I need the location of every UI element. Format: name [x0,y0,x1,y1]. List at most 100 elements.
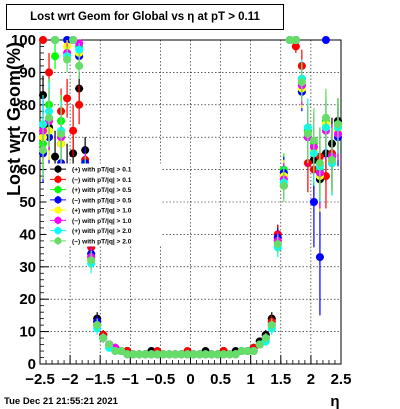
data-point [273,240,282,249]
data-point [303,129,312,138]
x-tick-label: 1 [247,371,255,388]
data-point [45,68,54,77]
y-tick-label: 10 [19,324,36,341]
legend-label: (−) with pT/|q| > 0.5 [72,197,132,204]
legend-marker [54,196,62,204]
y-tick-label: 50 [19,194,36,211]
data-point [189,350,198,359]
data-point [327,155,336,164]
y-axis-title: Lost wrt Geom(%) [4,42,24,196]
y-tick-label: 20 [19,291,36,308]
y-tick-label: 30 [19,259,36,276]
data-point [39,146,48,155]
data-point [183,350,192,359]
data-point [231,350,240,359]
data-point [63,55,72,64]
data-points [39,36,342,359]
data-point [267,321,276,330]
y-tick-label: 100 [11,32,36,49]
data-point [75,61,84,70]
data-point [195,350,204,359]
legend-marker [54,216,62,224]
data-point [213,350,222,359]
data-point [291,42,300,51]
legend-label: (−) with pT/|q| > 0.1 [72,177,132,184]
data-point [105,340,114,349]
y-tick-label: 70 [19,129,36,146]
data-point [207,350,216,359]
legend-label: (+) with pT/|q| > 0.1 [72,167,132,174]
data-point [321,36,330,44]
x-tick-label: 0 [186,371,194,388]
x-tick-label: −1.5 [85,371,115,388]
data-point [111,347,120,356]
legend-marker [54,237,62,245]
data-point [159,350,168,359]
y-tick-label: 80 [19,97,36,114]
data-point [243,347,252,356]
x-tick-label: 1.5 [270,371,291,388]
legend-label: (+) with pT/|q| > 0.5 [72,187,132,194]
data-point [39,36,48,44]
data-point [285,36,294,44]
data-point [75,100,84,109]
timestamp: Tue Dec 21 21:55:21 2021 [4,396,118,407]
data-point [225,350,234,359]
data-point [51,36,60,44]
data-point [123,350,132,359]
data-point [141,350,150,359]
x-tick-label: −2.5 [25,371,55,388]
data-point [147,350,156,359]
data-point [135,350,144,359]
data-point [255,340,264,349]
legend-marker [54,165,62,173]
legend-marker [54,227,62,235]
x-tick-label: −1 [122,371,139,388]
data-point [93,321,102,330]
data-point [219,350,228,359]
data-point [99,334,108,343]
series-7 [39,36,342,359]
data-point [51,52,60,61]
legend-label: (+) with pT/|q| > 1.0 [72,208,132,215]
x-tick-label: 2.5 [331,371,352,388]
y-tick-label: 90 [19,64,36,81]
data-point [45,113,54,122]
data-point [75,45,84,54]
y-tick-label: 60 [19,162,36,179]
data-point [57,129,66,138]
y-tick-label: 0 [28,356,36,373]
chart-title: Lost wrt Geom for Global vs η at pT > 0.… [6,4,284,30]
legend-marker [54,175,62,183]
data-point [177,350,186,359]
legend-marker [54,206,62,214]
data-point [165,350,174,359]
data-point [153,350,162,359]
data-point [297,78,306,87]
data-point [315,253,324,262]
legend-box [46,163,162,247]
legend-label: (−) with pT/|q| > 2.0 [72,238,132,245]
data-point [315,159,324,168]
data-point [201,350,210,359]
data-point [291,36,300,44]
data-point [117,347,126,356]
data-point [249,347,258,356]
data-point [309,136,318,145]
legend-label: (−) with pT/|q| > 1.0 [72,218,132,225]
data-point [309,198,318,206]
legend-marker [54,186,62,194]
data-point [69,36,78,44]
y-tick-label: 40 [19,226,36,243]
x-tick-label: 2 [307,371,315,388]
legend-label: (+) with pT/|q| > 2.0 [72,228,132,235]
x-tick-label: −0.5 [146,371,176,388]
x-tick-label: −2 [62,371,79,388]
x-tick-label: 0.5 [210,371,231,388]
legend: (+) with pT/|q| > 0.1 (−) with pT/|q| > 0… [46,163,162,247]
x-axis-title: η [330,393,339,409]
data-point [333,120,342,129]
data-point [261,334,270,343]
data-point [279,181,288,190]
data-point [129,350,138,359]
